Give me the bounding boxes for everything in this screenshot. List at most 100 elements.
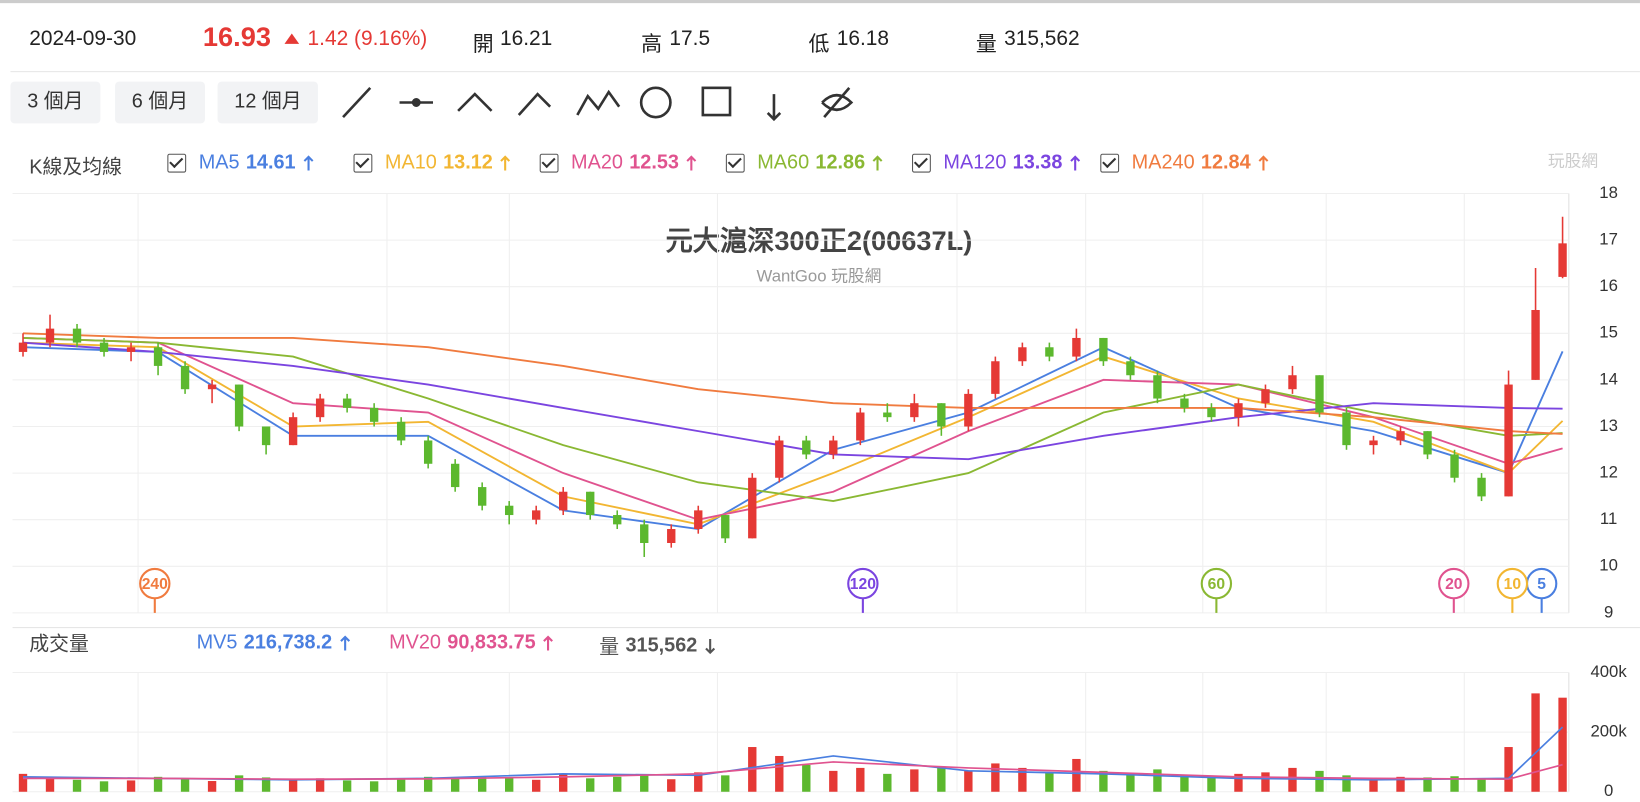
volume-bar: [72, 779, 82, 792]
volume-bar: [180, 779, 190, 792]
candle-body: [288, 417, 298, 446]
candle-body: [207, 384, 217, 390]
ma-badge-label: 5: [1537, 576, 1546, 593]
legend-value: 14.61: [245, 151, 296, 174]
candle-body: [1207, 407, 1216, 418]
ma-badge-label: 60: [1208, 576, 1226, 593]
candle-body: [234, 384, 244, 427]
legend-value: 12.84: [1200, 151, 1251, 174]
ma-badge: [139, 567, 171, 600]
candle-body: [1558, 243, 1567, 277]
candle-body: [1099, 337, 1108, 362]
candle-body: [829, 440, 838, 455]
legend-name: MA120: [943, 151, 1007, 174]
volume-bar: [991, 763, 1000, 792]
volume-bar: [910, 769, 919, 792]
volume-bar: [964, 770, 973, 792]
volume-bar: [1423, 777, 1432, 792]
arrow-path: [339, 635, 350, 651]
checkbox: [912, 153, 931, 173]
checkbox: [1100, 153, 1120, 173]
volume-bar: [1342, 775, 1351, 792]
legend-item: MV5 216,738.2: [197, 632, 351, 655]
volume-bar: [802, 764, 811, 792]
date: 2024-09-30: [29, 27, 137, 51]
watermark: 玩股網: [1547, 152, 1599, 171]
candle-body: [721, 515, 730, 539]
divider: [10, 71, 1640, 73]
y-tick-label: 10: [1599, 556, 1618, 575]
candle-body: [1261, 389, 1270, 404]
volume-bar: [1369, 778, 1378, 792]
ma-badge: [1438, 567, 1470, 600]
volume-bar: [261, 777, 271, 792]
high: 17.5: [669, 27, 711, 51]
y-tick-label: 400k: [1590, 662, 1627, 681]
candle-body: [45, 328, 55, 343]
period-button[interactable]: 6 個月: [115, 81, 205, 124]
volume-bar: [1477, 778, 1486, 792]
volume-bar: [1558, 697, 1567, 792]
candle-body: [937, 403, 946, 427]
candle-body: [505, 505, 514, 516]
candle-body: [856, 412, 865, 441]
period-button[interactable]: 3 個月: [10, 81, 101, 124]
candle-body: [613, 515, 622, 525]
candle-body: [1531, 309, 1540, 380]
arrow-path: [303, 155, 314, 171]
volume-bar: [18, 773, 28, 792]
candle-body: [1288, 375, 1297, 390]
volume-bar: [1018, 767, 1027, 792]
candle-body: [261, 426, 271, 446]
drawing-tools[interactable]: [335, 77, 868, 129]
candle-body: [1234, 403, 1243, 418]
volume-bar: [1315, 770, 1324, 792]
legend-item: MA10 13.12: [353, 151, 512, 175]
candle-body: [126, 347, 136, 352]
candle-body: [477, 487, 487, 506]
ma-line: [22, 332, 1563, 435]
ma-badge-label: 120: [850, 576, 876, 593]
volume-bar: [423, 776, 433, 792]
candle-body: [342, 398, 352, 408]
y-tick-label: 13: [1599, 416, 1618, 435]
open-label: 開: [472, 33, 494, 57]
candle-body: [694, 510, 703, 530]
legend-value: 13.12: [443, 151, 493, 174]
candle-body: [369, 407, 379, 422]
period-button[interactable]: 12 個月: [217, 81, 319, 124]
legend-name: 量: [599, 636, 620, 659]
legend-name: MA10: [384, 151, 437, 174]
candle-body: [1504, 384, 1513, 497]
arrow-path: [872, 155, 883, 171]
arrow-path: [704, 638, 715, 654]
volume-bar: [288, 779, 298, 792]
candle-body: [153, 347, 163, 366]
volume-bar: [1234, 773, 1243, 792]
y-tick-label: 12: [1599, 463, 1618, 482]
legend-item: MV20 90,833.75: [389, 632, 554, 655]
trend-arrow: [872, 155, 883, 171]
y-tick-label: 0: [1604, 781, 1613, 800]
candle-body: [775, 440, 784, 478]
legend-name: MA240: [1131, 151, 1195, 174]
candle-body: [1072, 337, 1081, 357]
trend-arrow: [1258, 155, 1269, 171]
candle-body: [450, 463, 460, 488]
ma-badge: [1200, 567, 1233, 600]
volume-bar: [1288, 767, 1297, 792]
candle-body: [1018, 347, 1027, 362]
open: 16.21: [499, 27, 553, 51]
arrow-path: [686, 155, 697, 171]
candle-body: [1315, 375, 1324, 413]
ma-line: [22, 341, 1563, 461]
y-tick-label: 15: [1599, 323, 1618, 342]
candle-body: [1153, 375, 1162, 399]
volume-bar: [342, 780, 352, 792]
trend-arrow: [1070, 155, 1080, 171]
y-tick-label: 200k: [1590, 722, 1627, 741]
volume-bar: [207, 781, 217, 792]
ma-line: [22, 341, 1564, 526]
volume-bar: [234, 775, 244, 792]
checkbox: [353, 153, 373, 173]
